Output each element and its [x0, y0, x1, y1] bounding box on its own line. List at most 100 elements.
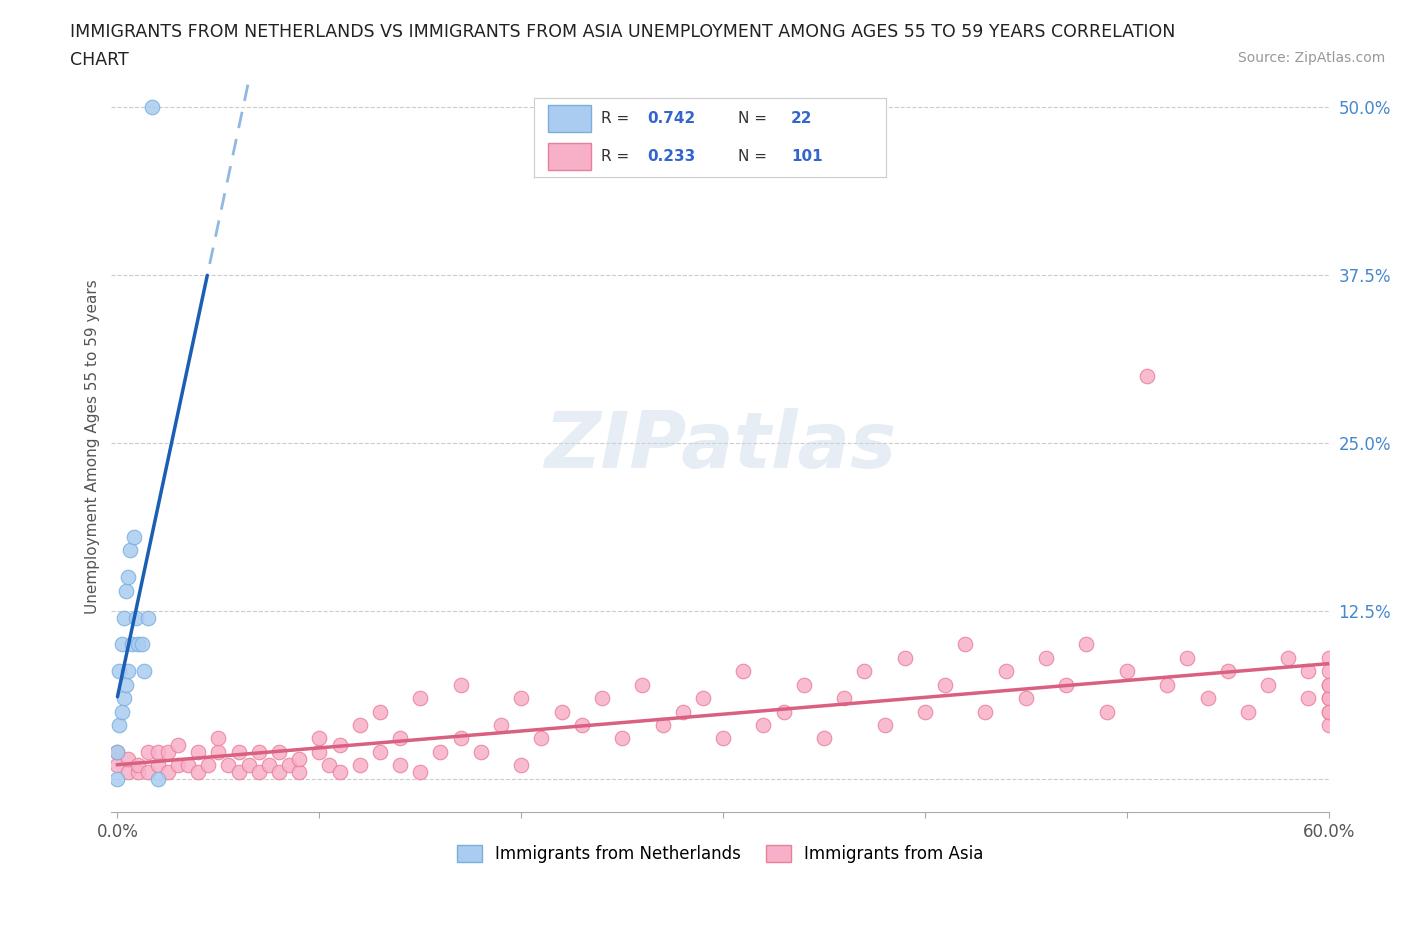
- Point: [1054, 677, 1077, 692]
- Point: [349, 718, 371, 733]
- Point: [1317, 677, 1340, 692]
- Point: [631, 677, 654, 692]
- Y-axis label: Unemployment Among Ages 55 to 59 years: Unemployment Among Ages 55 to 59 years: [86, 279, 100, 614]
- Point: [1237, 704, 1260, 719]
- Point: [934, 677, 956, 692]
- Point: [1136, 368, 1159, 383]
- Point: [117, 570, 139, 585]
- Point: [187, 764, 209, 779]
- Point: [228, 745, 250, 760]
- Point: [207, 745, 229, 760]
- Point: [1317, 664, 1340, 679]
- Point: [1317, 704, 1340, 719]
- Point: [510, 758, 533, 773]
- Point: [218, 758, 240, 773]
- Point: [1317, 691, 1340, 706]
- Point: [793, 677, 815, 692]
- Point: [127, 637, 149, 652]
- Point: [733, 664, 755, 679]
- Point: [813, 731, 835, 746]
- Point: [141, 100, 163, 114]
- Point: [1317, 718, 1340, 733]
- Point: [994, 664, 1017, 679]
- Point: [308, 731, 330, 746]
- Point: [1298, 691, 1320, 706]
- Point: [187, 745, 209, 760]
- Point: [117, 664, 139, 679]
- Point: [1076, 637, 1098, 652]
- Point: [368, 704, 391, 719]
- Point: [108, 664, 131, 679]
- Point: [692, 691, 714, 706]
- Point: [1277, 650, 1299, 665]
- Point: [752, 718, 775, 733]
- Point: [107, 745, 129, 760]
- Point: [247, 764, 270, 779]
- Point: [328, 764, 350, 779]
- Text: N =: N =: [738, 149, 772, 164]
- Text: 22: 22: [790, 111, 813, 126]
- Point: [530, 731, 553, 746]
- Point: [107, 758, 129, 773]
- Point: [167, 737, 190, 752]
- Point: [318, 758, 340, 773]
- Point: [112, 610, 135, 625]
- Text: N =: N =: [738, 111, 772, 126]
- Point: [110, 637, 132, 652]
- Point: [132, 664, 155, 679]
- Text: 0.233: 0.233: [647, 149, 695, 164]
- Point: [1095, 704, 1118, 719]
- Point: [429, 745, 451, 760]
- FancyBboxPatch shape: [548, 142, 591, 169]
- Point: [450, 731, 472, 746]
- Point: [177, 758, 200, 773]
- Point: [127, 758, 149, 773]
- Point: [288, 751, 311, 766]
- Point: [1317, 677, 1340, 692]
- Point: [122, 529, 145, 544]
- Point: [550, 704, 572, 719]
- Point: [107, 771, 129, 786]
- Point: [108, 718, 131, 733]
- Point: [156, 745, 179, 760]
- Point: [114, 677, 136, 692]
- Point: [136, 745, 159, 760]
- Text: ZIPatlas: ZIPatlas: [544, 408, 896, 485]
- Point: [1156, 677, 1178, 692]
- Point: [117, 751, 139, 766]
- Point: [772, 704, 794, 719]
- Point: [349, 758, 371, 773]
- Point: [651, 718, 673, 733]
- Point: [308, 745, 330, 760]
- Point: [510, 691, 533, 706]
- Point: [207, 731, 229, 746]
- Point: [955, 637, 977, 652]
- Point: [328, 737, 350, 752]
- Point: [146, 771, 169, 786]
- Point: [489, 718, 512, 733]
- Point: [1317, 650, 1340, 665]
- Point: [571, 718, 593, 733]
- Point: [124, 610, 146, 625]
- Point: [136, 764, 159, 779]
- Point: [1317, 704, 1340, 719]
- Point: [110, 704, 132, 719]
- Point: [118, 543, 141, 558]
- Point: [1298, 664, 1320, 679]
- Text: IMMIGRANTS FROM NETHERLANDS VS IMMIGRANTS FROM ASIA UNEMPLOYMENT AMONG AGES 55 T: IMMIGRANTS FROM NETHERLANDS VS IMMIGRANT…: [70, 23, 1175, 41]
- Point: [278, 758, 301, 773]
- Point: [197, 758, 219, 773]
- Point: [389, 758, 412, 773]
- Point: [409, 764, 432, 779]
- Point: [711, 731, 734, 746]
- Point: [1216, 664, 1239, 679]
- Point: [389, 731, 412, 746]
- Point: [470, 745, 492, 760]
- Point: [238, 758, 260, 773]
- Text: CHART: CHART: [70, 51, 129, 69]
- Point: [832, 691, 855, 706]
- Point: [146, 745, 169, 760]
- Point: [267, 745, 290, 760]
- FancyBboxPatch shape: [548, 105, 591, 132]
- Point: [1015, 691, 1038, 706]
